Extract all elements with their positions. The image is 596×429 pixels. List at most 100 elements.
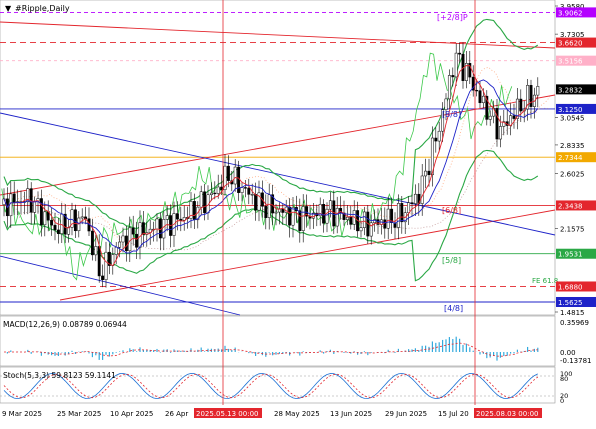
candle-body (359, 227, 363, 232)
price-tag-label: 1.6880 (558, 283, 583, 291)
candle-body (121, 235, 125, 243)
candle-body (203, 191, 207, 214)
time-tick-label: 13 Jun 2025 (330, 410, 372, 418)
candle-body (393, 222, 397, 228)
candle-body (400, 203, 404, 223)
candle-body (271, 194, 275, 214)
candle-body (441, 109, 445, 132)
candle-body (529, 85, 533, 107)
price-tag-bg (556, 84, 596, 95)
candle-body (12, 193, 16, 204)
moving-averages (3, 65, 539, 267)
price-tag-label: 3.6620 (558, 40, 583, 48)
candle-body (274, 211, 278, 214)
channel-line (0, 112, 556, 236)
candle-body (332, 200, 336, 227)
candle-body (407, 202, 411, 213)
trend-channels (0, 21, 556, 316)
candle-body (478, 90, 482, 104)
time-tag-label: 2025.05.13 00:00 (196, 410, 258, 418)
price-tag-label: 2.3438 (558, 202, 583, 210)
price-tick-label: 3.7305 (560, 31, 585, 39)
candle-body (305, 206, 309, 217)
candle-body (26, 188, 30, 203)
candle-body (481, 95, 485, 104)
time-tag-label: 2025.08.03 00:00 (476, 410, 538, 418)
window-menu-arrow[interactable]: ▼ (5, 4, 12, 13)
stoch-series (0, 372, 555, 400)
macd-signal-line (4, 342, 538, 357)
candle-body (114, 246, 118, 255)
candle-body (427, 170, 431, 176)
candle-body (250, 194, 254, 196)
price-tag-bg (556, 200, 596, 211)
murrey-label-4: [4/8] (444, 304, 463, 313)
candle-body (301, 206, 305, 231)
stoch-d-line (3, 373, 539, 399)
channel-line (0, 21, 556, 49)
candle-body (101, 275, 105, 280)
time-tag-bg (474, 408, 542, 418)
candle-body (512, 115, 516, 119)
candle-body (373, 219, 377, 224)
price-tag-label: 1.9531 (558, 251, 583, 259)
candle-body (107, 251, 111, 266)
murrey-label-8: [8/8] (442, 110, 461, 119)
candle-body (488, 115, 492, 120)
candle-body (254, 194, 258, 211)
candle-body (291, 207, 295, 226)
stoch-axis-label: 80 (560, 375, 568, 383)
candlesticks (2, 42, 540, 288)
candle-body (162, 219, 166, 239)
price-tag-bg (556, 55, 596, 66)
candle-body (390, 208, 394, 223)
candle-body (451, 75, 455, 78)
candle-body (213, 192, 217, 195)
time-tag-bg (194, 408, 262, 418)
candle-body (369, 222, 373, 237)
price-tick-label: 2.8335 (560, 142, 585, 150)
time-tick-label: 9 Mar 2025 (2, 410, 42, 418)
candle-body (447, 75, 451, 100)
candle-body (468, 63, 472, 78)
price-tick-label: 3.9580 (560, 3, 585, 11)
candle-body (216, 186, 220, 194)
price-tag-bg (556, 103, 596, 114)
candle-body (192, 201, 196, 221)
candle-body (73, 209, 77, 232)
channel-line (0, 94, 556, 196)
channel-line (0, 255, 241, 316)
candle-body (515, 98, 519, 119)
macd-axis-label: -0.13781 (560, 357, 591, 365)
ichimoku-cloud (15, 66, 551, 252)
ma-slow-line (3, 79, 539, 254)
candle-body (424, 170, 428, 177)
price-tag-label: 3.1250 (558, 106, 583, 114)
candle-body (43, 211, 47, 226)
candle-body (519, 98, 523, 112)
candle-body (396, 203, 400, 228)
candle-body (485, 95, 489, 120)
candle-body (264, 206, 268, 218)
lagging-span-line (1, 52, 513, 281)
price-tag-label: 3.5156 (558, 58, 583, 66)
candle-body (243, 187, 247, 189)
macd-label: MACD(12,26,9) 0.08789 0.06944 (3, 320, 127, 329)
price-tag-bg (556, 37, 596, 48)
candle-body (70, 209, 74, 228)
candle-body (97, 246, 101, 277)
time-axis: 9 Mar 2025 25 Mar 2025 10 Apr 2025 26 Apr 20… (2, 408, 542, 418)
candle-body (209, 192, 213, 196)
candle-body (33, 201, 37, 213)
candle-body (386, 208, 390, 229)
candle-body (67, 227, 71, 235)
channel-line (59, 209, 556, 301)
price-tag-bg (556, 7, 596, 18)
price-tick-label: 3.0545 (560, 115, 585, 123)
stoch-axis-label: 20 (560, 392, 568, 400)
ma-fast-line (3, 65, 539, 267)
